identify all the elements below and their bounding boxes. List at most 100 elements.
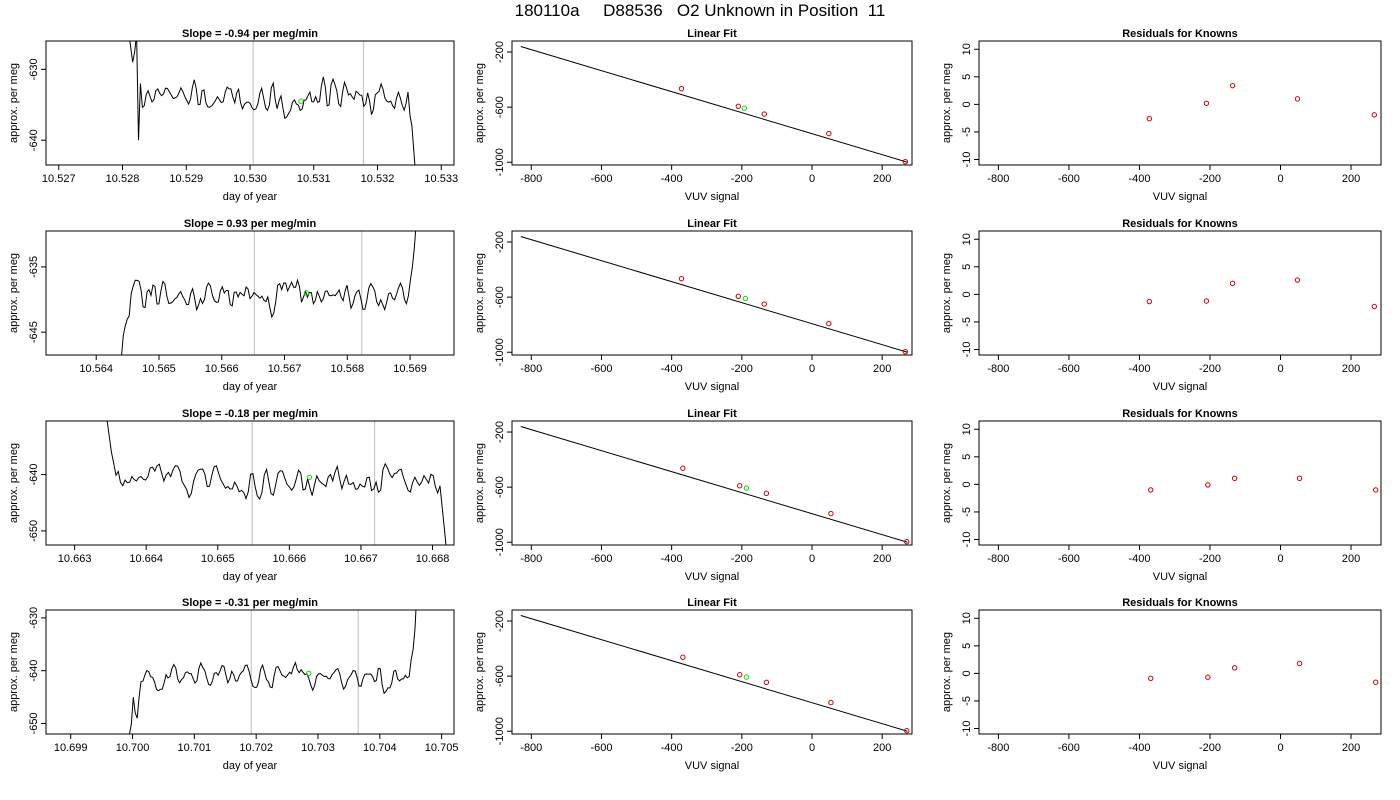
panel-residuals-row-3: Residuals for Knowns -800 -600 -400 -200 0 200…	[941, 408, 1382, 583]
x-tick-label: -400	[661, 363, 683, 375]
plot-frame	[978, 420, 1382, 546]
panel-residuals-row-1: Residuals for Knowns -800 -600 -400 -200 0 200…	[941, 28, 1382, 203]
y-tick-label: 10	[961, 612, 973, 624]
known-point	[680, 654, 686, 660]
y-axis-label: approx. per meg	[8, 443, 20, 523]
y-axis-label: approx. per meg	[474, 632, 486, 712]
y-tick-label: -600	[494, 476, 506, 498]
y-tick-label: 0	[961, 670, 973, 676]
x-tick-label: 10.704	[363, 742, 397, 754]
unknown-point	[306, 670, 312, 677]
x-tick-label: -200	[731, 363, 753, 375]
panel-residuals-row-4: Residuals for Knowns -800 -600 -400 -200 0 200…	[941, 597, 1382, 772]
known-point	[763, 679, 770, 686]
panel-title: Residuals for Knowns	[1122, 218, 1238, 230]
y-axis-label: approx. per meg	[8, 632, 20, 712]
x-axis-label: VUV signal	[685, 191, 739, 203]
plot-frame	[978, 609, 1382, 735]
x-tick-label: 200	[873, 173, 891, 185]
y-tick-label: -640	[28, 660, 40, 682]
y-axis-label: approx. per meg	[474, 443, 486, 523]
x-tick-label: 10.702	[239, 742, 273, 754]
time-series-line	[106, 421, 447, 545]
residual-point	[1203, 298, 1210, 304]
figure-title: 180110a D88536 O2 Unknown in Position 11	[514, 1, 886, 20]
x-tick-label: 200	[873, 553, 891, 565]
y-tick-label: -645	[28, 321, 40, 343]
y-tick-label: -10	[961, 342, 973, 358]
x-tick-label: -600	[590, 553, 612, 565]
x-tick-label: -400	[661, 173, 683, 185]
panel-linear-fit-row-4: Linear Fit -800 -600 -400 -200 0 200 -200 -600 -1…	[474, 597, 913, 772]
x-tick-label: 0	[809, 173, 815, 185]
y-tick-label: -600	[494, 96, 506, 118]
x-tick-label: -800	[520, 363, 542, 375]
x-tick-label: 10.533	[424, 173, 458, 185]
x-tick-label: -200	[731, 742, 753, 754]
known-point	[763, 490, 770, 497]
x-tick-label: -800	[987, 553, 1009, 565]
panel-title: Slope = -0.18 per meg/min	[182, 408, 318, 420]
y-tick-label: 5	[961, 454, 973, 460]
x-tick-label: 10.532	[361, 173, 395, 185]
x-tick-label: -800	[987, 173, 1009, 185]
x-tick-label: -800	[520, 553, 542, 565]
residual-point	[1296, 660, 1303, 667]
x-axis-label: VUV signal	[1153, 191, 1207, 203]
y-axis-label: approx. per meg	[8, 253, 20, 333]
known-point	[826, 320, 832, 327]
y-tick-label: -200	[494, 610, 506, 632]
x-tick-label: 10.667	[344, 553, 378, 565]
panel-time-series-row-1: Slope = -0.94 per meg/min 10.527 10.528 10.…	[8, 28, 458, 203]
plot-frame	[511, 230, 913, 356]
residual-point	[1229, 82, 1236, 89]
x-tick-label: 10.568	[330, 363, 364, 375]
residual-point	[1294, 277, 1301, 283]
x-tick-label: 10.569	[393, 363, 427, 375]
x-tick-label: 10.530	[233, 173, 267, 185]
x-tick-label: -200	[1199, 173, 1221, 185]
known-point	[737, 483, 743, 489]
x-tick-label: -200	[1199, 363, 1221, 375]
known-point	[826, 130, 832, 137]
panel-title: Linear Fit	[687, 28, 737, 40]
y-tick-label: -10	[961, 721, 973, 737]
x-tick-label: 0	[1277, 742, 1283, 754]
x-axis-label: VUV signal	[685, 571, 739, 583]
x-tick-label: -600	[1058, 173, 1080, 185]
y-tick-label: 0	[961, 101, 973, 107]
unknown-point	[298, 98, 304, 104]
x-axis-label: day of year	[223, 381, 278, 393]
y-tick-label: 5	[961, 74, 973, 80]
x-tick-label: -800	[520, 173, 542, 185]
x-tick-label: -600	[1058, 553, 1080, 565]
panel-title: Linear Fit	[687, 218, 737, 230]
x-tick-label: -800	[987, 742, 1009, 754]
x-tick-label: -200	[1199, 742, 1221, 754]
y-axis-label: approx. per meg	[941, 632, 953, 712]
unknown-point	[306, 474, 313, 481]
fit-line	[520, 615, 908, 732]
x-tick-label: -400	[661, 553, 683, 565]
y-axis-label: approx. per meg	[941, 443, 953, 523]
plot-frame	[45, 609, 455, 735]
y-tick-label: -650	[28, 712, 40, 734]
plot-frame	[511, 420, 913, 546]
x-tick-label: 200	[1342, 173, 1360, 185]
known-point	[904, 727, 910, 734]
known-point	[761, 111, 767, 117]
plot-frame	[511, 40, 913, 166]
unknown-point	[741, 105, 747, 111]
x-tick-label: 10.700	[116, 742, 150, 754]
x-tick-label: 0	[1277, 553, 1283, 565]
x-tick-label: -800	[987, 363, 1009, 375]
x-tick-label: -400	[661, 742, 683, 754]
x-tick-label: -600	[590, 173, 612, 185]
plot-frame	[978, 230, 1382, 356]
unknown-point	[742, 295, 749, 302]
x-axis-label: VUV signal	[685, 760, 739, 772]
panel-title: Residuals for Knowns	[1122, 597, 1238, 609]
known-point	[678, 85, 685, 92]
y-tick-label: -640	[28, 129, 40, 151]
